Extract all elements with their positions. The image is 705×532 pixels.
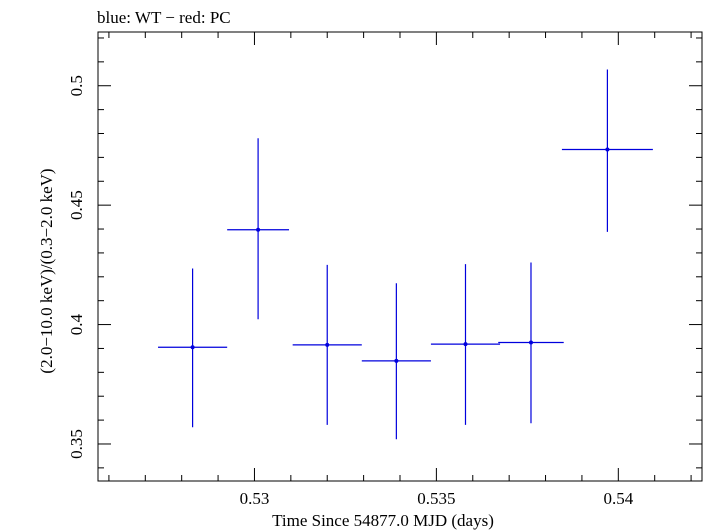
point-marker (190, 345, 195, 350)
data-point (430, 264, 501, 425)
point-marker (528, 340, 533, 345)
axis-ticks (98, 32, 702, 481)
y-axis-title: (2.0−10.0 keV)/(0.3−2.0 keV) (37, 168, 56, 373)
data-point (158, 268, 228, 428)
y-tick-label: 0.45 (67, 190, 86, 220)
x-tick-label: 0.53 (240, 489, 270, 508)
plot-frame (97, 31, 703, 482)
point-marker (463, 342, 468, 347)
data-point (561, 69, 653, 232)
data-point (361, 283, 431, 440)
data-point (227, 138, 290, 320)
point-marker (394, 358, 399, 363)
point-marker (325, 342, 330, 347)
tick-labels: 0.53 0.535 0.54 0.35 0.4 0.45 0.5 (67, 75, 634, 508)
y-tick-label: 0.4 (67, 313, 86, 335)
y-tick-label: 0.35 (67, 429, 86, 459)
x-tick-label: 0.54 (603, 489, 633, 508)
data-points (158, 69, 653, 440)
data-point (498, 262, 564, 424)
x-tick-label: 0.535 (417, 489, 455, 508)
y-tick-label: 0.5 (67, 75, 86, 96)
x-axis-title: Time Since 54877.0 MJD (days) (272, 511, 494, 530)
point-marker (256, 227, 261, 232)
chart-title: blue: WT − red: PC (97, 8, 231, 27)
point-marker (605, 147, 610, 152)
data-point (292, 264, 362, 425)
